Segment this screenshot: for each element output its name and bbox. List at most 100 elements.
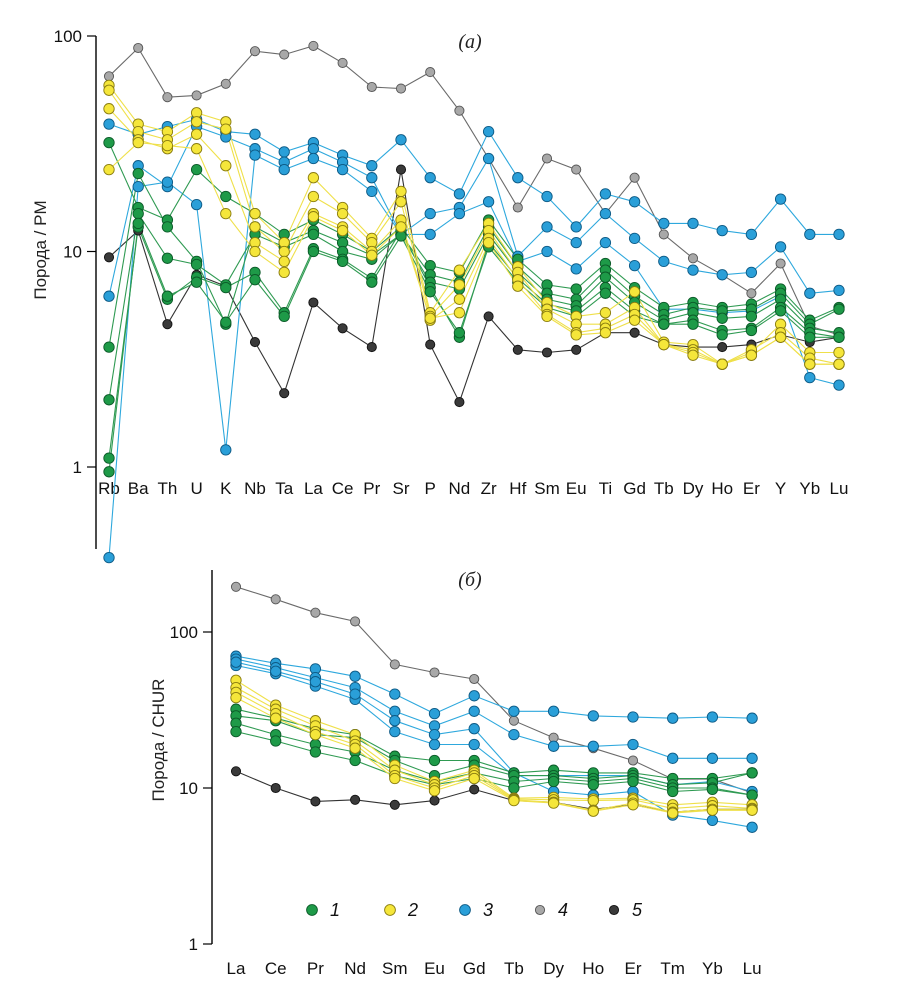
panel-a-point-group-1-th	[161, 290, 174, 302]
panel-a-point-group-3-ta	[278, 146, 290, 158]
panel-b-point-group-2-lu	[746, 804, 758, 816]
panel-a-point-group-2-ce	[336, 207, 349, 220]
panel-b-point-group-1-la	[230, 725, 242, 738]
panel-a-point-group-4-tb	[658, 229, 669, 240]
panel-a-point-group-3-th	[161, 176, 174, 188]
panel-b-point-group-3-lu	[746, 712, 758, 724]
panel-b-point-group-3-ce	[270, 665, 282, 677]
panel-a-point-group-3-p	[424, 207, 436, 220]
panel-a-point-group-1-nd	[453, 327, 466, 339]
panel-a-point-group-1-ho	[716, 312, 728, 324]
panel-a-point-group-2-ta	[278, 245, 290, 258]
panel-a-point-group-3-u	[190, 198, 203, 211]
panel-b-y-tick-label: 1	[189, 935, 198, 954]
panel-a-point-group-3-yb	[804, 371, 816, 384]
panel-a-point-group-1-ba	[132, 217, 144, 230]
panel-a-point-group-1-rb	[103, 394, 115, 406]
panel-b-point-group-1-lu	[746, 767, 758, 779]
legend-label-5: 5	[632, 900, 643, 920]
panel-b-x-tick-label-yb: Yb	[702, 959, 723, 978]
panel-a-series-line-group-5	[108, 169, 840, 404]
panel-a-point-group-3-la	[307, 152, 320, 165]
panel-a-point-group-3-gd	[628, 232, 641, 245]
panel-a-point-group-3-pr	[366, 172, 378, 184]
panel-a-x-tick-label-tb: Tb	[654, 479, 674, 498]
panel-b-point-group-1-ho	[587, 779, 599, 791]
panel-a-y-tick-label: 10	[63, 243, 82, 262]
panel-a-series-line-group-2	[108, 108, 839, 365]
panel-a-point-group-3-y	[774, 193, 787, 205]
panel-a-point-group-3-rb	[103, 118, 115, 130]
legend: 1 2 3 4 5	[306, 900, 643, 920]
panel-b-x-tick-label-dy: Dy	[543, 959, 564, 978]
panel-b-x-tick-label-ho: Ho	[582, 959, 604, 978]
panel-a-point-group-1-la	[307, 245, 320, 258]
panel-a-x-tick-label-nd: Nd	[449, 479, 471, 498]
panel-a-x-tick-label-u: U	[190, 479, 202, 498]
panel-a-x-tick-label-k: K	[220, 479, 232, 498]
panel-a-point-group-2-la	[307, 172, 320, 184]
panel-a-point-group-1-th	[161, 221, 174, 233]
panel-a-point-group-2-u	[190, 128, 203, 140]
panel-a-point-group-5-ta	[279, 388, 290, 399]
panel-b-point-group-2-dy	[547, 797, 560, 809]
panel-a-point-group-2-ba	[132, 136, 144, 149]
panel-a-point-group-2-ta	[278, 255, 290, 268]
panel-a-point-group-2-tb	[658, 338, 670, 351]
panel-b-point-group-4-nd	[350, 616, 361, 627]
panel-a-point-group-2-k	[220, 207, 232, 220]
panel-a-point-group-5-ce	[337, 323, 348, 334]
panel-b-point-group-4-eu	[429, 667, 440, 678]
panel-b-point-group-2-tb	[508, 794, 520, 807]
panel-b-point-group-3-yb	[706, 752, 719, 764]
panel-b-point-group-1-nd	[349, 754, 361, 767]
panel-a-point-group-2-th	[161, 139, 174, 152]
panel-a-point-group-2-u	[190, 116, 203, 128]
panel-b-point-group-2-eu	[428, 785, 441, 797]
panel-a-series-line-group-1	[108, 171, 840, 348]
panel-b-point-group-3-dy	[547, 705, 560, 717]
panel-b-point-group-3-yb	[706, 814, 719, 827]
panel-b-x-tick-label-tm: Tm	[660, 959, 685, 978]
panel-a-point-group-1-rb	[103, 341, 115, 353]
panel-b-point-group-3-sm	[389, 705, 401, 717]
panel-b-point-group-2-pr	[309, 728, 322, 741]
panel-a-point-group-1-th	[161, 252, 174, 264]
panel-a-point-group-3-ti	[599, 207, 612, 220]
panel-a-point-group-3-pr	[366, 160, 378, 172]
panel-a-point-group-1-k	[220, 316, 232, 328]
panel-a-point-group-2-k	[220, 160, 232, 172]
panel-b-point-group-2-ho	[587, 805, 599, 817]
legend-marker-5	[608, 904, 620, 916]
panel-a-point-group-1-ta	[278, 310, 290, 323]
panel-b-series-line-group-1	[235, 731, 753, 796]
panel-b-x-tick-label-tb: Tb	[504, 959, 524, 978]
panel-b-point-group-3-eu	[428, 707, 441, 720]
panel-a-point-group-3-sr	[395, 134, 407, 146]
panel-b-point-group-3-er	[627, 711, 639, 723]
panel-b-point-group-3-ho	[587, 710, 599, 722]
panel-a-point-group-1-ba	[132, 207, 144, 220]
panel-a-point-group-1-ti	[599, 287, 612, 299]
panel-b-series-line-group-3	[235, 655, 753, 719]
panel-b-x-tick-label-la: La	[227, 959, 246, 978]
panel-a-point-group-4-gd	[629, 172, 640, 183]
panel-a-point-group-3-lu	[833, 379, 845, 391]
panel-a-x-tick-label-y: Y	[775, 479, 786, 498]
panel-a-point-group-1-lu	[833, 331, 845, 343]
panel-a-x-tick-label-eu: Eu	[566, 479, 587, 498]
panel-a-point-group-3-eu	[570, 221, 582, 233]
panel-b-point-group-3-tm	[667, 752, 679, 764]
panel-a-point-group-5-rb	[103, 252, 115, 263]
panel-a-point-group-4-er	[746, 288, 757, 299]
panel-a-point-group-2-eu	[570, 329, 582, 341]
panel-b-point-group-3-er	[627, 738, 639, 751]
panel-a-point-group-3-dy	[687, 264, 699, 276]
panel-a-point-group-2-lu	[833, 358, 845, 370]
panel-b-series-lines	[235, 586, 753, 828]
panel-b-point-group-1-lu	[746, 789, 758, 801]
panel-a-point-group-3-zr	[482, 196, 495, 208]
panel-a-point-group-1-eu	[570, 283, 582, 295]
panel-b-point-group-3-gd	[468, 690, 480, 702]
